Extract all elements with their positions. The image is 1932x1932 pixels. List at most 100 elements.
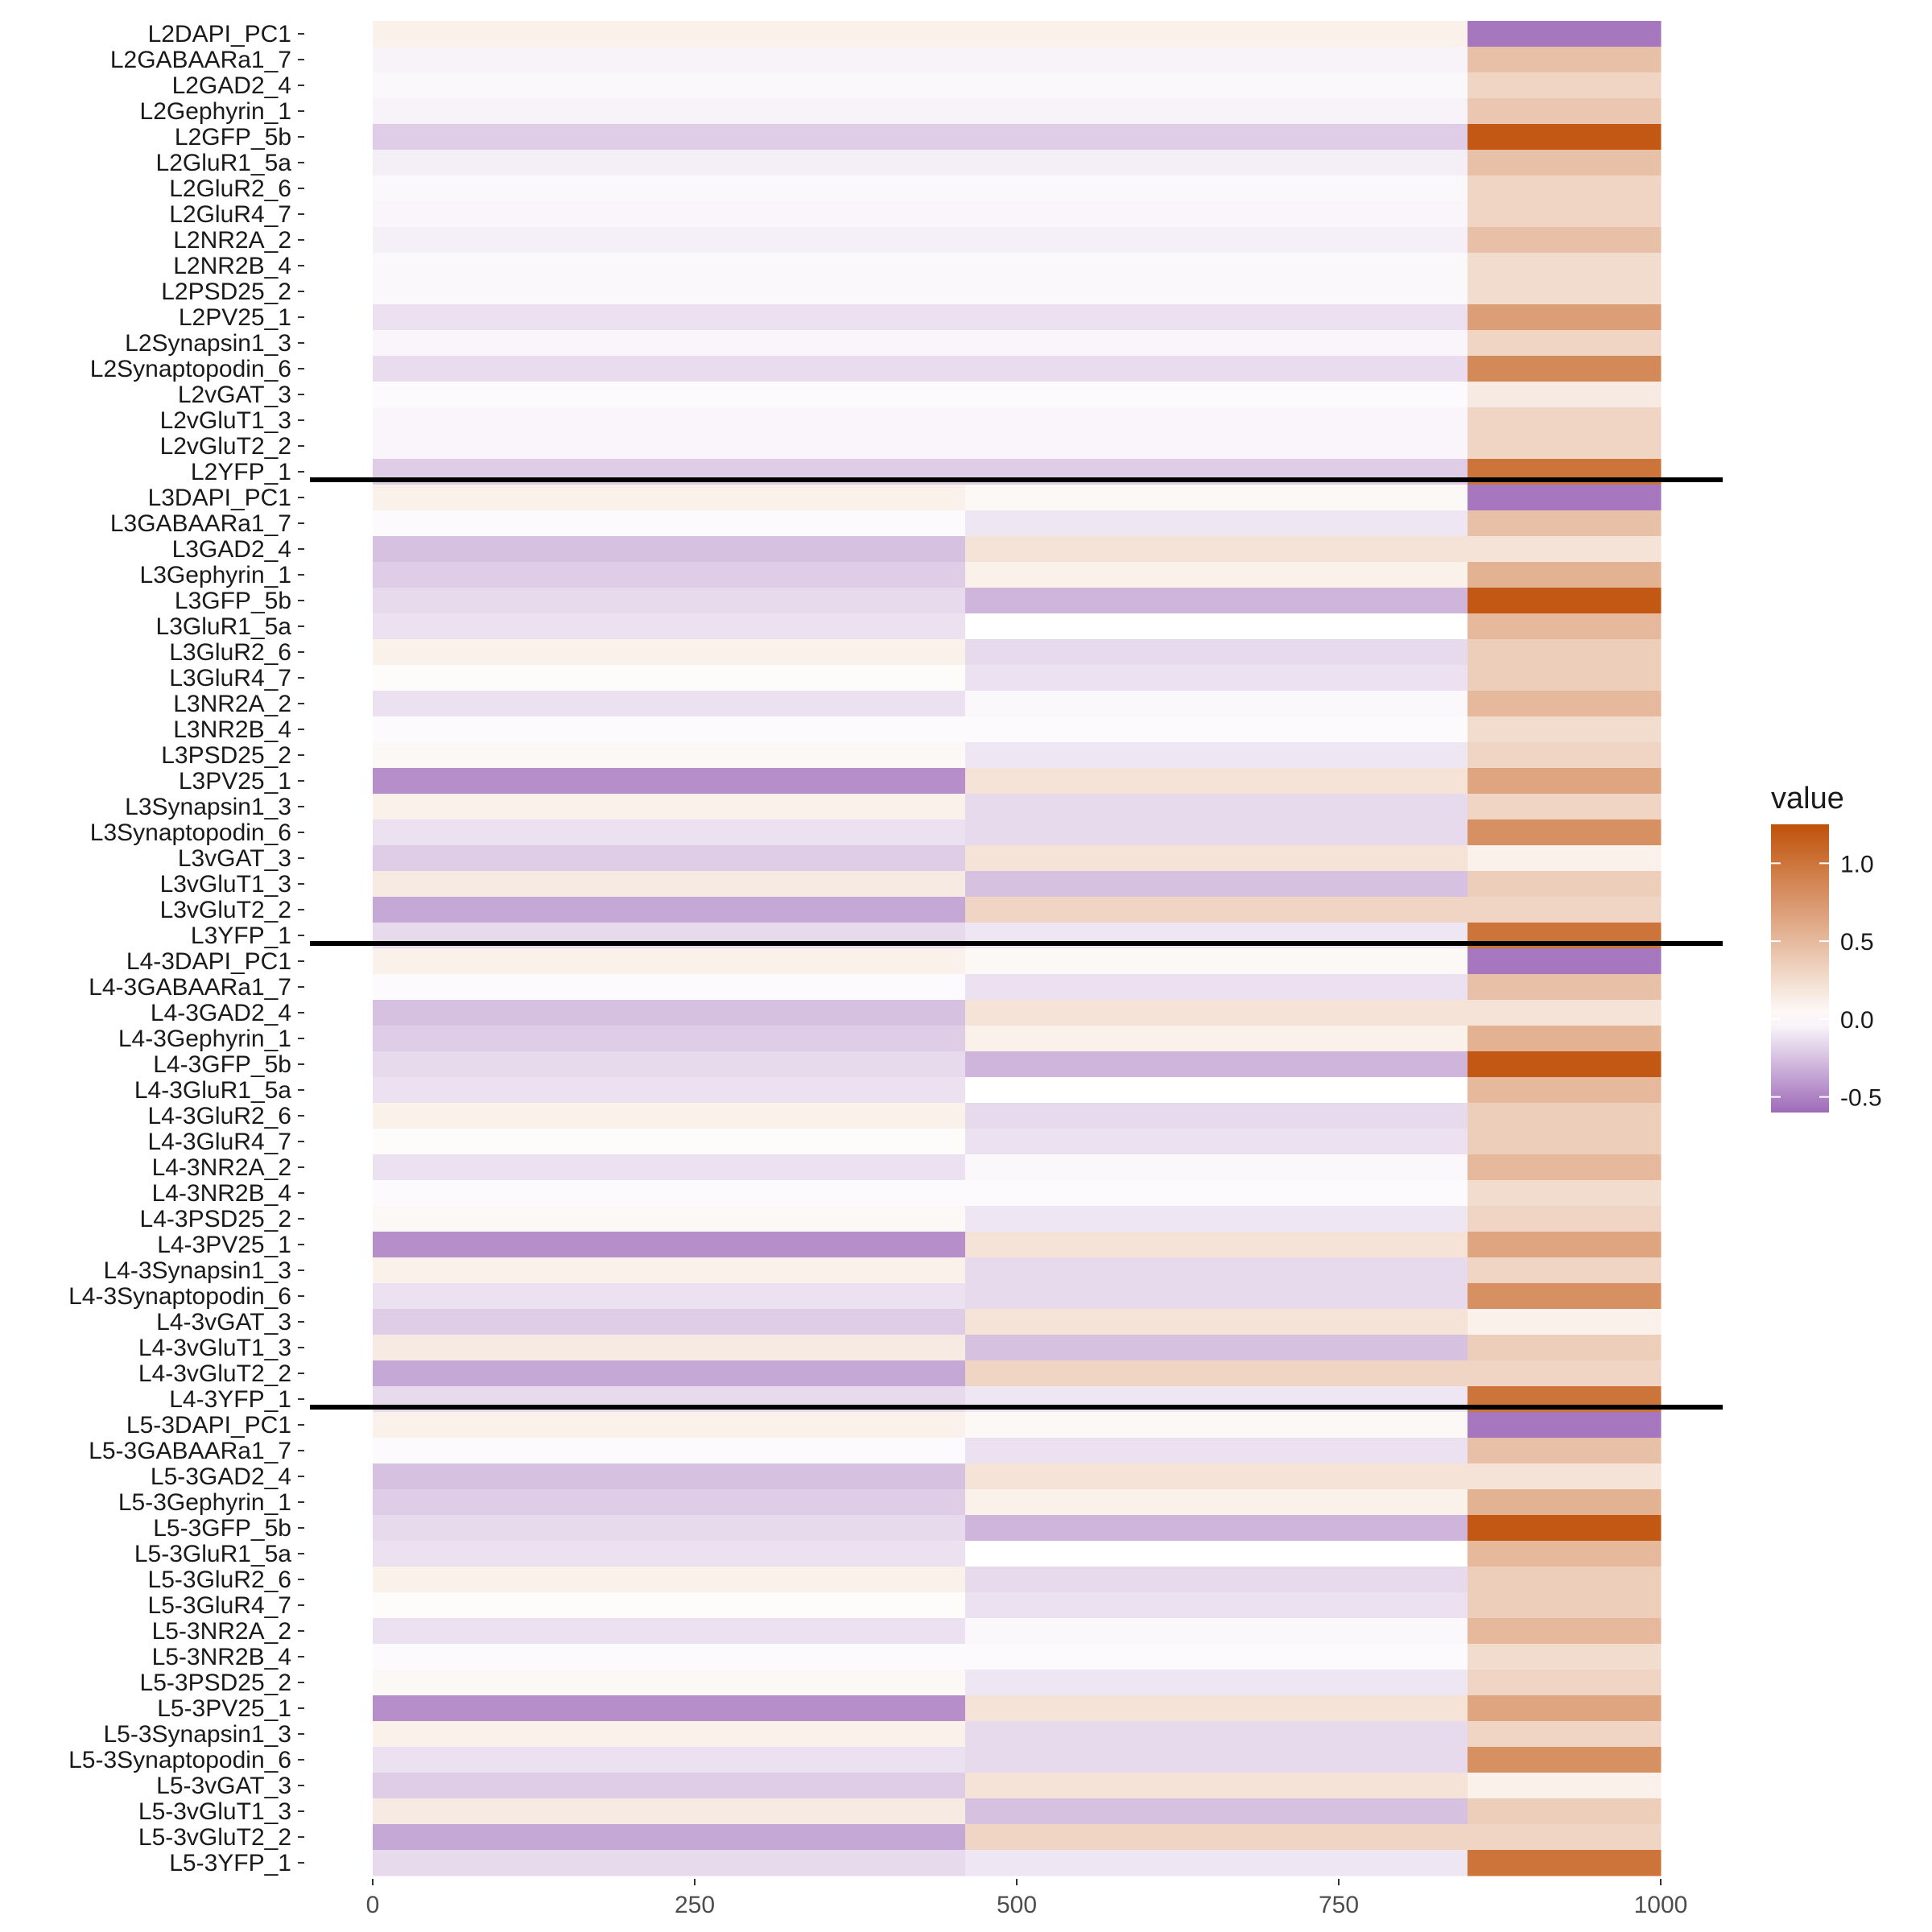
heatmap-cell	[965, 1463, 1468, 1490]
heatmap-cell	[373, 510, 966, 537]
heatmap-cell	[373, 1463, 966, 1490]
y-tick-label: L4-3GFP_5b	[153, 1051, 291, 1078]
y-tick-label: L5-3PV25_1	[157, 1695, 291, 1722]
heatmap-cell	[373, 1721, 966, 1748]
y-tick-label: L5-3NR2A_2	[152, 1618, 291, 1645]
y-tick-label: L2vGluT1_3	[160, 407, 291, 434]
heatmap-cell	[373, 1515, 966, 1542]
y-tick-label: L2DAPI_PC1	[148, 21, 291, 47]
heatmap-cell	[965, 1515, 1468, 1542]
heatmap-cell	[965, 1283, 1468, 1310]
y-tick-label: L5-3GAD2_4	[151, 1463, 291, 1490]
heatmap-cell	[965, 974, 1468, 1001]
legend-tick-label: 0.0	[1840, 1007, 1874, 1034]
heatmap-cell	[1468, 1515, 1662, 1542]
y-tick-label: L4-3vGluT2_2	[138, 1360, 291, 1387]
heatmap-cell	[373, 716, 966, 743]
y-tick-label: L2Synaptopodin_6	[90, 356, 291, 382]
heatmap-cell	[965, 1154, 1468, 1181]
heatmap-cell	[373, 1438, 966, 1464]
heatmap-cell	[373, 1129, 966, 1155]
y-tick-label: L4-3PV25_1	[157, 1232, 291, 1258]
heatmap-cell	[373, 47, 966, 73]
heatmap-cell	[1468, 1438, 1662, 1464]
heatmap-cell	[965, 1695, 1468, 1722]
heatmap-cell	[965, 768, 1468, 795]
heatmap-cell	[1468, 639, 1662, 666]
y-tick-label: L3PSD25_2	[161, 742, 291, 769]
heatmap-cell	[373, 1541, 966, 1567]
y-tick-label: L3Synaptopodin_6	[90, 819, 291, 846]
y-tick-label: L4-3Synaptopodin_6	[68, 1283, 291, 1310]
y-tick-label: L2NR2A_2	[173, 227, 291, 254]
y-tick-label: L2YFP_1	[191, 459, 291, 485]
x-axis: 0 250 500 750 1000	[366, 1879, 1687, 1918]
heatmap-cell	[373, 356, 966, 382]
y-tick-label: L3GluR4_7	[169, 665, 291, 691]
heatmap-cell	[965, 845, 1468, 872]
y-tick-label: L5-3vGAT_3	[156, 1773, 291, 1799]
y-tick-label: L5-3GluR1_5a	[134, 1541, 291, 1567]
color-legend: value 1.0 0.5 0.0 -0.5	[1771, 782, 1882, 1113]
heatmap-cell	[373, 330, 966, 357]
heatmap-cell	[373, 175, 966, 202]
heatmap-cell	[373, 1077, 966, 1104]
heatmap-cell	[373, 1309, 966, 1335]
heatmap-cell	[965, 1618, 1468, 1645]
heatmap-cell	[965, 1077, 1468, 1104]
heatmap-cell	[965, 201, 1468, 228]
heatmap-cell	[1468, 742, 1662, 769]
y-tick-label: L5-3Synapsin1_3	[103, 1721, 291, 1748]
heatmap-cell	[373, 1824, 966, 1851]
heatmap-cell	[1468, 845, 1662, 872]
heatmap-cell	[965, 304, 1468, 331]
y-tick-label: L5-3GluR4_7	[148, 1592, 291, 1619]
heatmap-cell	[373, 1618, 966, 1645]
heatmap-cell	[373, 1206, 966, 1232]
heatmap-cell	[1468, 1309, 1662, 1335]
y-tick-label: L4-3NR2A_2	[152, 1154, 291, 1181]
heatmap-cell	[373, 21, 966, 47]
heatmap-cell	[1468, 382, 1662, 408]
heatmap-cell	[373, 562, 966, 588]
heatmap-cell	[965, 742, 1468, 769]
y-tick-label: L5-3NR2B_4	[152, 1644, 291, 1670]
heatmap-cell	[1468, 21, 1662, 47]
heatmap-cell	[1468, 1592, 1662, 1619]
heatmap-cell	[965, 72, 1468, 99]
heatmap-cell	[1468, 1257, 1662, 1284]
heatmap-cell	[965, 1412, 1468, 1439]
heatmap-cell	[373, 1567, 966, 1593]
y-tick-label: L4-3Gephyrin_1	[118, 1026, 291, 1052]
legend-tick-label: 1.0	[1840, 851, 1874, 877]
heatmap-cell	[965, 1489, 1468, 1516]
heatmap-cell	[1468, 98, 1662, 125]
heatmap-cell	[373, 897, 966, 923]
y-tick-label: L2GluR1_5a	[156, 150, 292, 176]
heatmap-cell	[373, 871, 966, 898]
heatmap-cell	[965, 510, 1468, 537]
y-tick-label: L5-3vGluT2_2	[138, 1824, 291, 1851]
heatmap-cell	[373, 1747, 966, 1773]
heatmap-cell	[965, 1541, 1468, 1567]
heatmap-cell	[965, 382, 1468, 408]
y-tick-label: L4-3vGAT_3	[156, 1309, 291, 1335]
heatmap-cell	[965, 1721, 1468, 1748]
heatmap-cell	[1468, 1154, 1662, 1181]
heatmap-cell	[1468, 201, 1662, 228]
y-tick-label: L3vGAT_3	[178, 845, 291, 872]
heatmap-cell	[965, 485, 1468, 511]
heatmap-cell	[373, 304, 966, 331]
y-tick-label: L4-3Synapsin1_3	[103, 1257, 291, 1284]
y-tick-label: L5-3GFP_5b	[153, 1515, 291, 1542]
heatmap-cell	[373, 1773, 966, 1799]
heatmap-cell	[965, 1026, 1468, 1052]
heatmap-cell	[373, 1103, 966, 1129]
y-tick-label: L4-3GAD2_4	[151, 1000, 291, 1026]
y-tick-label: L2PV25_1	[179, 304, 291, 331]
heatmap-cell	[1468, 1773, 1662, 1799]
heatmap-cell	[373, 819, 966, 846]
y-tick-label: L3NR2A_2	[173, 691, 291, 717]
heatmap-cell	[965, 1644, 1468, 1670]
